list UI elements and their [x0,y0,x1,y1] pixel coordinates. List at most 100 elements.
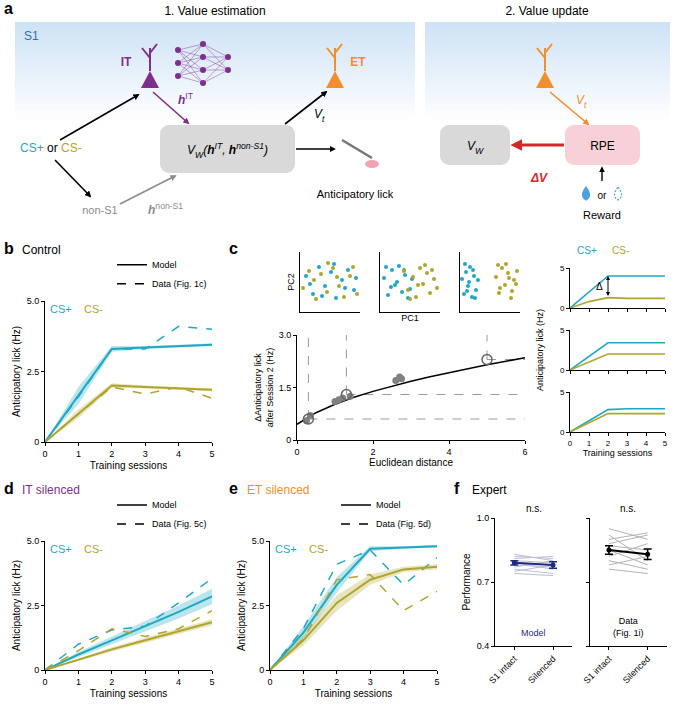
svg-text:VW: VW [467,139,484,156]
svg-text:3: 3 [368,677,373,687]
svg-text:CS-: CS- [612,245,629,256]
svg-text:5: 5 [663,439,668,448]
svg-text:CS+: CS+ [50,303,72,315]
svg-text:5: 5 [209,677,214,687]
svg-text:Reward: Reward [583,209,621,221]
svg-text:4: 4 [401,677,406,687]
svg-text:ET: ET [350,55,366,69]
svg-text:S1 intact: S1 intact [582,653,614,685]
svg-text:5: 5 [560,326,565,335]
svg-text:4: 4 [446,447,451,457]
svg-text:n.s.: n.s. [526,503,542,514]
svg-text:Training sessions: Training sessions [90,688,167,699]
svg-text:1: 1 [76,449,81,459]
svg-text:Euclidean distance: Euclidean distance [369,457,453,468]
svg-text:S1 intact: S1 intact [487,653,519,685]
svg-text:Vt: Vt [576,93,587,110]
svg-text:5.0: 5.0 [27,296,40,306]
svg-text:3.0: 3.0 [279,330,292,340]
svg-text:0: 0 [259,665,264,675]
svg-text:Anticipatory lick (Hz): Anticipatory lick (Hz) [236,560,247,651]
svg-text:n.s.: n.s. [620,503,636,514]
svg-text:Model: Model [521,628,546,638]
svg-text:0: 0 [568,439,573,448]
svg-text:5: 5 [560,388,565,397]
svg-text:hIT: hIT [178,91,194,107]
svg-text:0: 0 [560,304,565,313]
svg-text:CS-: CS- [84,303,103,315]
svg-text:0: 0 [42,449,47,459]
svg-text:0: 0 [267,677,272,687]
svg-text:S1: S1 [24,29,39,43]
svg-text:Vt: Vt [314,107,325,124]
svg-text:Training sessions: Training sessions [315,688,392,699]
svg-text:IT: IT [121,55,132,69]
svg-text:Model: Model [376,500,401,510]
svg-text:0: 0 [294,447,299,457]
svg-text:1.5: 1.5 [279,383,292,393]
svg-text:VW(hIT, hnon-S1): VW(hIT, hnon-S1) [187,141,268,159]
svg-text:0: 0 [560,428,565,437]
svg-text:Data(Fig. 1i): Data(Fig. 1i) [613,616,644,638]
svg-text:0: 0 [42,677,47,687]
svg-text:Data (Fig. 5d): Data (Fig. 5d) [376,519,431,529]
svg-text:5.0: 5.0 [27,536,40,546]
svg-text:2: 2 [370,447,375,457]
svg-text:Silenced: Silenced [621,654,652,685]
svg-text:Anticipatory lick (Hz): Anticipatory lick (Hz) [535,309,545,391]
svg-text:1: 1 [301,677,306,687]
svg-text:Anticipatory lick: Anticipatory lick [317,188,394,200]
svg-text:Control: Control [22,243,61,257]
svg-text:0.4: 0.4 [477,641,490,651]
svg-text:2: 2 [109,677,114,687]
svg-text:PC1: PC1 [401,313,419,323]
svg-text:Data (Fig. 1c): Data (Fig. 1c) [152,279,207,289]
svg-text:1.0: 1.0 [477,513,490,523]
svg-text:IT silenced: IT silenced [22,483,80,497]
svg-text:5: 5 [209,449,214,459]
svg-text:Data (Fig. 5c): Data (Fig. 5c) [152,519,207,529]
svg-text:Δ: Δ [596,281,603,292]
svg-text:CS+ or CS-: CS+ or CS- [20,141,82,155]
svg-text:0: 0 [34,437,39,447]
svg-text:2.5: 2.5 [252,601,265,611]
svg-text:0.7: 0.7 [477,577,490,587]
svg-text:or: or [598,190,608,201]
svg-text:Expert: Expert [472,483,507,497]
svg-text:3: 3 [625,439,630,448]
svg-text:5: 5 [434,677,439,687]
svg-text:non-S1: non-S1 [82,204,117,216]
svg-text:0: 0 [34,665,39,675]
svg-text:CS-: CS- [309,543,328,555]
svg-text:ΔV: ΔV [530,171,548,185]
svg-text:ΔAnticipatory lickafter Sessio: ΔAnticipatory lickafter Session 2 (Hz) [253,348,275,428]
svg-text:hnon-S1: hnon-S1 [148,201,183,217]
svg-text:5: 5 [560,264,565,273]
svg-text:4: 4 [176,677,181,687]
svg-text:5.0: 5.0 [252,536,265,546]
svg-text:2: 2 [334,677,339,687]
svg-text:CS+: CS+ [275,543,297,555]
svg-text:Anticipatory lick (Hz): Anticipatory lick (Hz) [11,560,22,651]
svg-text:4: 4 [176,449,181,459]
svg-text:RPE: RPE [590,139,615,153]
svg-text:Performance: Performance [461,553,472,611]
svg-text:CS-: CS- [84,543,103,555]
svg-text:2: 2 [109,449,114,459]
svg-text:1: 1 [587,439,592,448]
svg-text:Model: Model [152,260,177,270]
svg-text:ET silenced: ET silenced [247,483,309,497]
svg-text:Training sessions: Training sessions [583,448,653,458]
svg-text:2. Value update: 2. Value update [505,4,589,18]
svg-text:3: 3 [143,449,148,459]
svg-text:6: 6 [522,447,527,457]
svg-text:CS+: CS+ [577,245,597,256]
svg-text:Silenced: Silenced [526,654,557,685]
svg-text:CS+: CS+ [50,543,72,555]
svg-text:Anticipatory lick (Hz): Anticipatory lick (Hz) [11,326,22,417]
svg-text:0: 0 [560,366,565,375]
svg-text:2: 2 [606,439,611,448]
svg-text:1: 1 [76,677,81,687]
svg-text:3: 3 [143,677,148,687]
svg-text:Training sessions: Training sessions [90,460,167,471]
